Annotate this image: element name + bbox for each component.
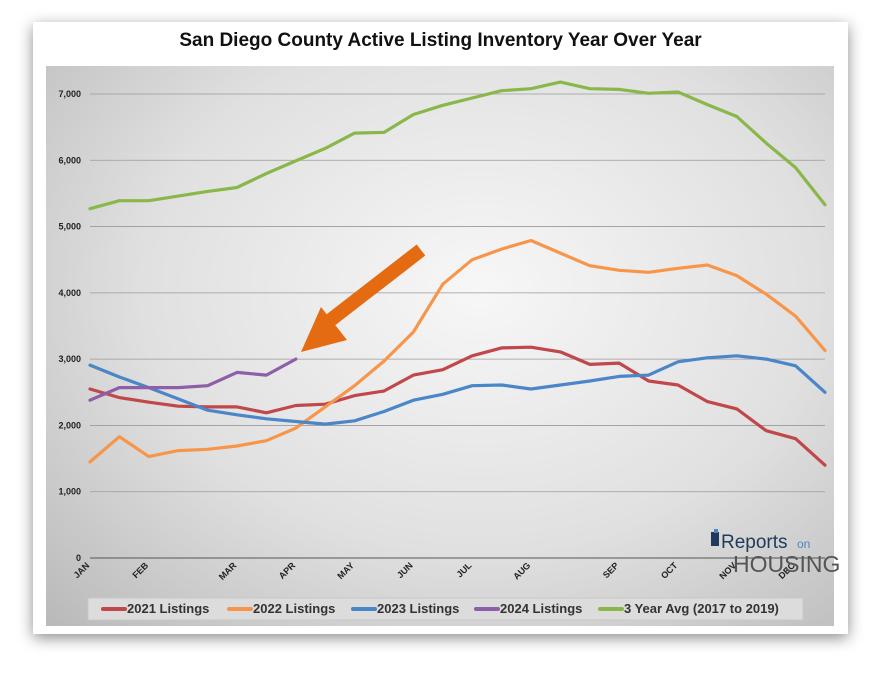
series-line-1 <box>88 345 827 467</box>
x-tick-label: MAY <box>335 560 356 581</box>
y-tick-label: 2,000 <box>58 420 81 430</box>
x-tick-label: JUN <box>395 560 415 580</box>
line-chart: 0 1,000 2,000 3,000 4,000 5,000 6,000 7,000 JAN F… <box>58 80 827 621</box>
y-tick-label: 4,000 <box>58 288 81 298</box>
legend-box <box>87 597 804 621</box>
x-tick-label: OCT <box>659 560 680 581</box>
arrow-shaft <box>323 244 426 328</box>
x-tick-label: JUL <box>455 560 474 579</box>
y-tick-label: 1,000 <box>58 487 81 497</box>
reports-on-housing-logo: Reports on HOUSING <box>711 528 851 578</box>
logo-reports-text: Reports <box>721 532 788 553</box>
x-tick-label: SEP <box>601 560 621 580</box>
logo-graphic: Reports on HOUSING <box>711 529 840 577</box>
y-tick-label: 5,000 <box>58 222 81 232</box>
logo-housing-text: HOUSING <box>733 551 840 577</box>
series-line-4 <box>88 357 298 402</box>
x-tick-label: APR <box>277 560 298 581</box>
series-line-5 <box>88 80 827 211</box>
y-tick-label: 0 <box>76 553 81 563</box>
logo-accent-icon <box>714 529 718 533</box>
x-tick-label: MAR <box>217 560 239 582</box>
x-tick-label: FEB <box>130 560 150 580</box>
plot-area <box>46 66 834 626</box>
logo-on-text: on <box>797 537 810 551</box>
legend-label: 2022 Listings <box>253 601 335 616</box>
series-line-2 <box>88 238 827 464</box>
legend-label: 2024 Listings <box>500 601 582 616</box>
x-tick-label: JAN <box>72 560 92 580</box>
series-line-3 <box>88 354 827 426</box>
y-tick-label: 7,000 <box>58 89 81 99</box>
legend-label: 3 Year Avg (2017 to 2019) <box>624 601 779 616</box>
chart-card: San Diego County Active Listing Inventor… <box>33 22 848 634</box>
arrow-head-icon <box>301 307 347 352</box>
logo-block-icon <box>711 532 719 546</box>
y-tick-label: 3,000 <box>58 354 81 364</box>
chart-title: San Diego County Active Listing Inventor… <box>179 30 702 51</box>
y-tick-label: 6,000 <box>58 155 81 165</box>
legend-label: 2023 Listings <box>377 601 459 616</box>
legend-label: 2021 Listings <box>127 601 209 616</box>
x-tick-label: AUG <box>511 560 532 581</box>
